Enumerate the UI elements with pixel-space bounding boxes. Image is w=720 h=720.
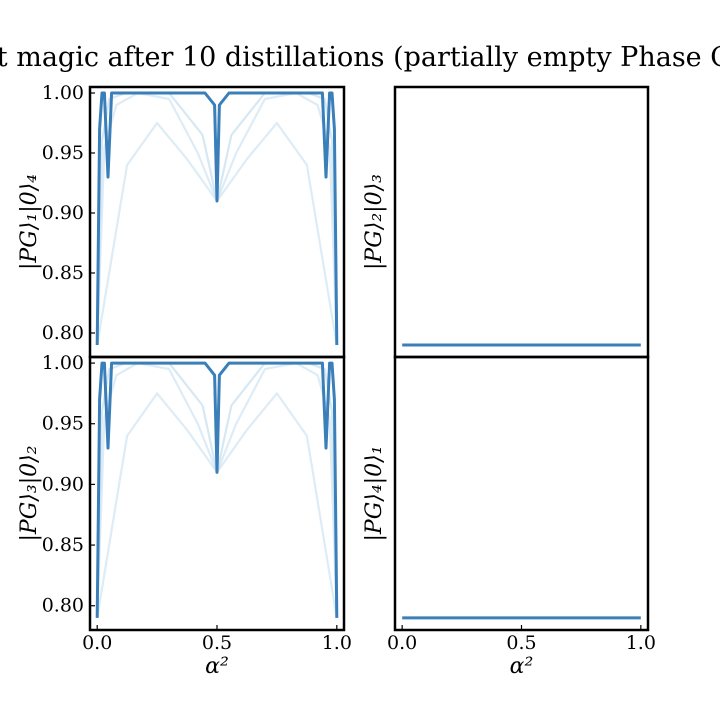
panel-top-left: 0.80 0.85 0.90 0.95 1.00 |PG⟩₁|0⟩₄ (17, 82, 346, 359)
panel-bottom-right-x-tick-label-1: 0.5 (506, 632, 536, 654)
panel-top-left-series-line-3 (96, 91, 338, 346)
panel-bottom-right-y-axis-label: |PG⟩₄|0⟩₁ (362, 445, 387, 541)
panel-bottom-left-y-tick-label-2: 0.90 (42, 473, 84, 495)
panel-bottom-left-x-tick-label-1: 0.5 (202, 632, 232, 654)
panel-bottom-left-y-axis-label: |PG⟩₃|0⟩₂ (17, 445, 42, 541)
panel-bottom-right: 0.0 0.5 1.0 |PG⟩₄|0⟩₁ α² (362, 355, 656, 679)
panel-top-left-y-tick-label-1: 0.85 (42, 262, 84, 284)
panel-bottom-left-y-tick-label-1: 0.85 (42, 534, 84, 556)
panel-top-right-axes-frame (393, 85, 650, 359)
panel-top-left-curves (95, 91, 339, 346)
panel-top-left-axes-frame (88, 85, 346, 359)
panel-bottom-left-series-line-2 (96, 362, 338, 618)
chart-title: Qubit magic after 10 distillations (part… (0, 42, 720, 73)
panel-bottom-left-y-tick-label-0: 0.80 (42, 595, 84, 617)
panel-bottom-left-x-tick-label-0: 0.0 (82, 632, 112, 654)
panel-bottom-left-x-tick-label-2: 1.0 (322, 632, 352, 654)
panel-top-left-series-line-2 (96, 91, 338, 346)
panel-top-left-y-tick-label-4: 1.00 (42, 82, 84, 104)
panel-bottom-left-curves (95, 361, 339, 619)
panel-bottom-left-axes-frame (88, 355, 346, 632)
panel-bottom-left-x-axis-label: α² (205, 654, 229, 679)
panel-top-left-y-axis-label: |PG⟩₁|0⟩₄ (17, 174, 42, 270)
panel-top-left-y-tick-label-0: 0.80 (42, 322, 84, 344)
panel-bottom-right-x-axis-label: α² (510, 654, 534, 679)
panel-top-right: |PG⟩₂|0⟩₃ (362, 85, 650, 359)
panel-bottom-left-y-tick-label-3: 0.95 (42, 413, 84, 435)
panel-bottom-left: 0.80 0.85 0.90 0.95 1.00 0.0 0.5 1.0 |PG⟩₃|0⟩₂ α² (17, 352, 352, 679)
panel-top-right-y-axis-label: |PG⟩₂|0⟩₃ (362, 174, 387, 270)
panel-bottom-left-series-line-4 (95, 361, 339, 618)
panel-bottom-right-x-tick-label-0: 0.0 (387, 632, 417, 654)
panel-top-left-y-tick-label-2: 0.90 (42, 202, 84, 224)
panel-bottom-right-x-tick-label-2: 1.0 (626, 632, 656, 654)
panel-top-left-series-line-4 (95, 91, 339, 346)
panel-bottom-left-y-tick-label-4: 1.00 (42, 352, 84, 374)
subplot-grid: 0.80 0.85 0.90 0.95 1.00 |PG⟩₁|0⟩₄ |PG⟩₂|0⟩₃ 0.… (17, 82, 656, 679)
panel-bottom-right-axes-frame (393, 355, 650, 632)
panel-bottom-left-series-line-3 (96, 362, 338, 618)
panel-top-left-y-tick-label-3: 0.95 (42, 142, 84, 164)
